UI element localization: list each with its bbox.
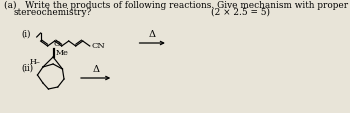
Text: Δ: Δ xyxy=(92,64,99,73)
Text: Δ: Δ xyxy=(149,30,156,39)
Text: (a)   Write the products of following reactions. Give mechanism with proper: (a) Write the products of following reac… xyxy=(4,1,348,10)
Text: CN: CN xyxy=(91,42,105,50)
Text: Me: Me xyxy=(55,49,68,56)
Text: stereochemistry?: stereochemistry? xyxy=(13,8,91,17)
Text: (i): (i) xyxy=(22,30,32,39)
Text: (ii): (ii) xyxy=(22,63,34,72)
Text: (2 × 2.5 = 5): (2 × 2.5 = 5) xyxy=(211,8,270,17)
Text: O: O xyxy=(54,40,61,48)
Text: H–: H– xyxy=(30,58,41,65)
